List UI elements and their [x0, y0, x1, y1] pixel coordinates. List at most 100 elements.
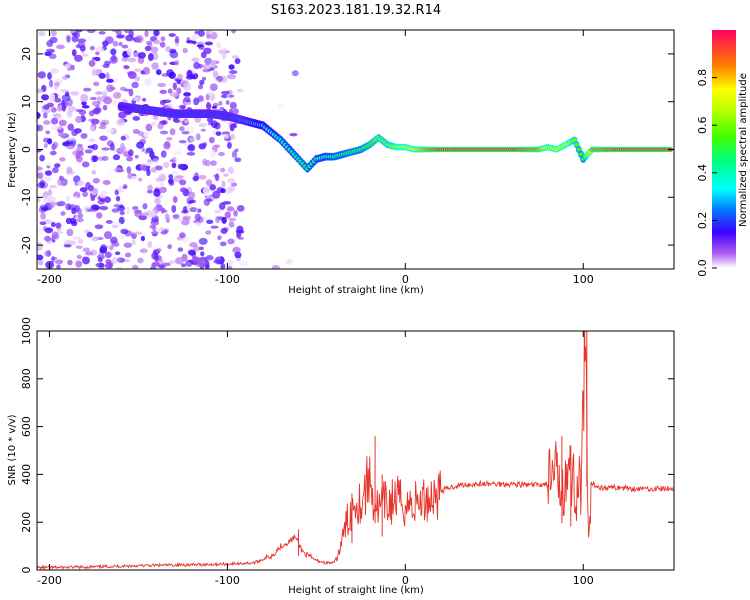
noise-speck — [57, 125, 63, 131]
noise-speck — [172, 82, 177, 91]
noise-speck — [220, 90, 230, 95]
noise-speck — [205, 179, 213, 187]
noise-speck — [116, 92, 122, 98]
noise-speck — [197, 84, 204, 90]
noise-speck — [81, 105, 90, 109]
noise-speck — [220, 167, 226, 173]
noise-speck — [113, 204, 120, 208]
noise-speck — [146, 189, 153, 194]
noise-speck — [41, 206, 49, 212]
noise-speck — [168, 260, 176, 264]
noise-speck — [202, 186, 211, 195]
ridge-point — [574, 142, 579, 147]
noise-speck — [102, 155, 109, 161]
noise-speck — [123, 30, 130, 34]
noise-speck — [99, 205, 109, 211]
noise-speck — [128, 88, 134, 97]
noise-speck — [160, 36, 166, 42]
noise-speck — [187, 203, 192, 209]
noise-speck — [204, 264, 210, 269]
noise-speck — [231, 55, 239, 59]
noise-speck — [55, 222, 62, 229]
noise-speck — [64, 63, 71, 69]
noise-speck — [200, 51, 207, 59]
noise-speck — [121, 57, 129, 62]
noise-speck — [154, 253, 159, 262]
noise-speck — [44, 227, 54, 234]
noise-speck — [90, 96, 97, 101]
y-tick-label: 20 — [20, 47, 33, 61]
noise-speck — [184, 119, 189, 124]
noise-speck — [73, 196, 79, 202]
noise-speck — [228, 94, 235, 98]
noise-speck — [210, 59, 217, 68]
noise-speck — [124, 252, 132, 258]
noise-speck — [134, 154, 139, 159]
noise-speck — [179, 179, 187, 186]
noise-speck — [143, 66, 149, 74]
noise-speck — [49, 79, 54, 88]
noise-speck — [66, 143, 75, 150]
noise-speck — [87, 35, 93, 42]
noise-speck — [118, 111, 127, 119]
noise-speck — [99, 246, 108, 254]
noise-speck — [202, 224, 210, 231]
noise-speck — [206, 34, 211, 40]
noise-speck — [140, 235, 145, 242]
noise-speck — [160, 207, 166, 214]
noise-speck — [172, 156, 177, 163]
noise-speck — [97, 257, 103, 263]
noise-speck — [80, 93, 89, 102]
noise-speck — [125, 206, 130, 215]
noise-speck — [210, 120, 218, 129]
noise-speck — [44, 176, 52, 182]
noise-speck — [228, 185, 236, 192]
noise-speck — [228, 64, 235, 70]
noise-speck — [37, 71, 46, 79]
noise-speck — [39, 154, 45, 162]
spectrogram-ylabel: Frequency (Hz) — [7, 112, 18, 188]
noise-speck — [43, 235, 52, 242]
noise-speck — [99, 135, 108, 141]
noise-speck — [169, 128, 176, 136]
noise-speck — [123, 242, 133, 248]
x-tick-label: -100 — [215, 273, 240, 286]
noise-speck — [221, 180, 226, 188]
noise-speck — [114, 189, 120, 196]
noise-speck — [159, 182, 165, 187]
colorbar-gradient — [712, 30, 736, 268]
noise-speck — [165, 45, 171, 52]
noise-speck — [51, 117, 59, 125]
noise-speck — [227, 259, 234, 266]
noise-speck — [139, 248, 148, 254]
noise-speck — [120, 228, 129, 235]
noise-speck — [91, 170, 97, 175]
noise-speck — [179, 126, 185, 132]
noise-speck — [77, 238, 84, 244]
noise-speck — [70, 90, 80, 96]
noise-speck — [44, 170, 53, 176]
noise-speck — [37, 165, 43, 172]
noise-speck — [111, 54, 117, 62]
noise-speck — [119, 181, 124, 188]
noise-speck — [81, 53, 89, 57]
noise-speck — [105, 220, 113, 224]
noise-speck — [200, 128, 206, 132]
noise-speck — [232, 246, 241, 254]
noise-speck — [78, 109, 87, 115]
noise-speck — [76, 155, 83, 163]
noise-speck — [138, 215, 148, 221]
noise-speck — [143, 130, 150, 138]
noise-speck — [46, 102, 55, 108]
noise-speck — [232, 108, 239, 115]
y-tick-label: -20 — [20, 236, 33, 254]
noise-speck — [210, 225, 219, 229]
noise-speck — [234, 251, 242, 259]
noise-speck — [54, 259, 64, 265]
noise-speck — [146, 168, 151, 177]
noise-speck — [214, 256, 222, 265]
noise-speck — [222, 134, 230, 139]
noise-speck — [50, 256, 55, 264]
noise-speck — [61, 75, 68, 80]
